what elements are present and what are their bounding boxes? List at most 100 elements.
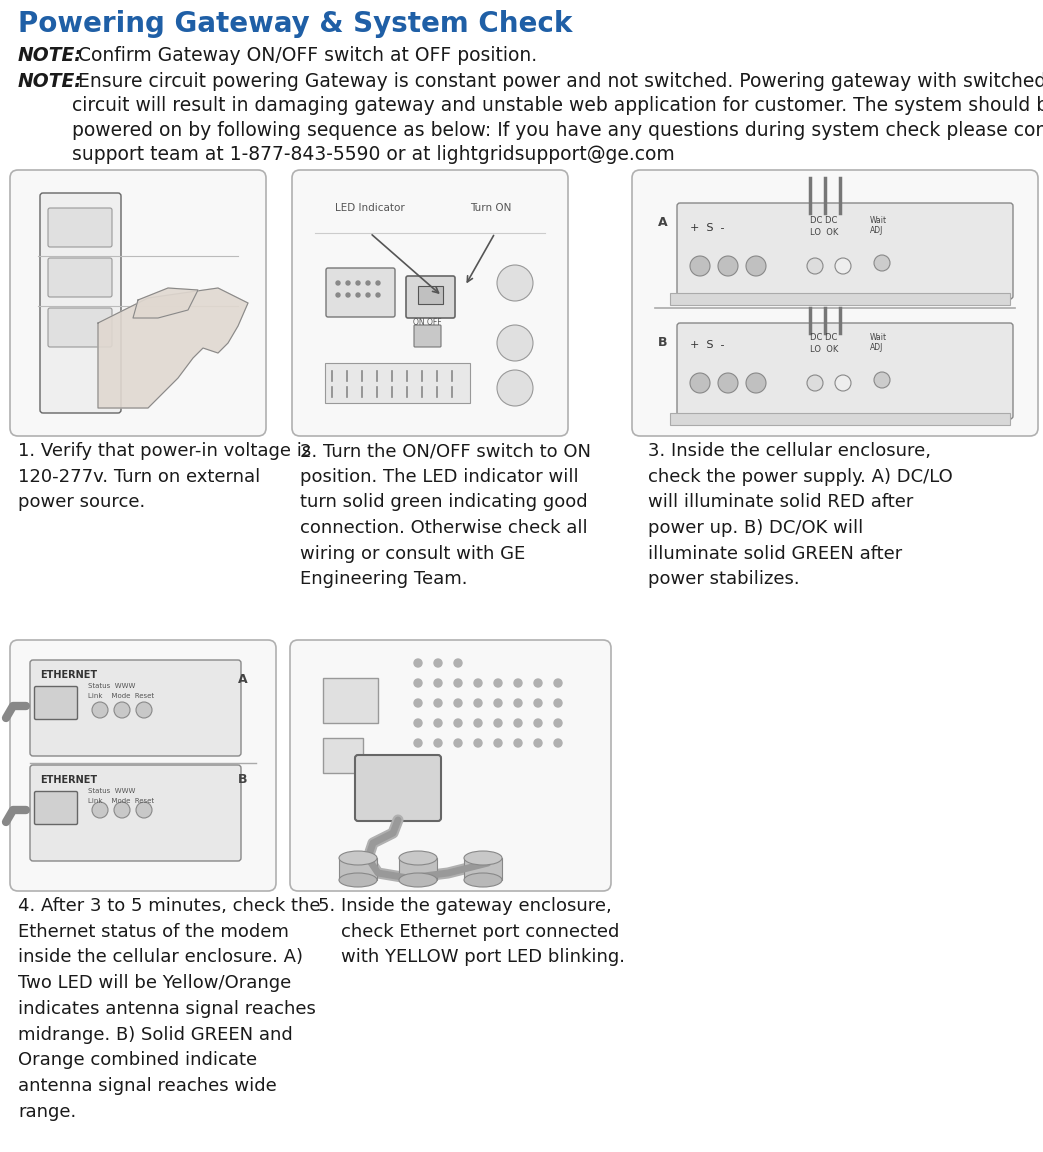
Circle shape xyxy=(494,699,502,707)
Circle shape xyxy=(874,255,890,271)
FancyBboxPatch shape xyxy=(48,258,112,297)
Circle shape xyxy=(746,373,766,393)
Bar xyxy=(323,679,378,723)
Text: Wait
ADJ: Wait ADJ xyxy=(870,217,888,235)
Circle shape xyxy=(690,373,710,393)
FancyBboxPatch shape xyxy=(48,308,112,347)
Circle shape xyxy=(807,258,823,274)
Circle shape xyxy=(454,659,462,667)
Circle shape xyxy=(336,281,340,285)
Circle shape xyxy=(807,376,823,391)
Text: 2. Turn the ON/OFF switch to ON
position. The LED indicator will
turn solid gree: 2. Turn the ON/OFF switch to ON position… xyxy=(300,442,591,589)
Circle shape xyxy=(434,699,442,707)
Bar xyxy=(670,293,1010,305)
Ellipse shape xyxy=(339,851,377,865)
Text: DC DC: DC DC xyxy=(810,333,838,342)
Circle shape xyxy=(414,679,422,687)
Circle shape xyxy=(498,370,533,406)
Circle shape xyxy=(336,293,340,297)
Circle shape xyxy=(534,719,542,727)
Text: B: B xyxy=(238,773,247,786)
FancyBboxPatch shape xyxy=(355,755,441,821)
Circle shape xyxy=(554,719,562,727)
Circle shape xyxy=(414,738,422,746)
Circle shape xyxy=(92,702,108,718)
Circle shape xyxy=(718,256,738,276)
Circle shape xyxy=(498,265,533,301)
Circle shape xyxy=(454,719,462,727)
Circle shape xyxy=(114,802,130,818)
Text: 5. Inside the gateway enclosure,
    check Ethernet port connected
    with YELL: 5. Inside the gateway enclosure, check E… xyxy=(318,897,625,967)
Circle shape xyxy=(474,679,482,687)
FancyBboxPatch shape xyxy=(10,170,266,435)
Circle shape xyxy=(346,281,350,285)
Circle shape xyxy=(494,719,502,727)
FancyBboxPatch shape xyxy=(40,194,121,414)
Circle shape xyxy=(454,679,462,687)
FancyBboxPatch shape xyxy=(677,323,1013,419)
Text: A: A xyxy=(238,673,247,685)
FancyBboxPatch shape xyxy=(292,170,568,435)
Text: LO  OK: LO OK xyxy=(810,228,839,237)
FancyBboxPatch shape xyxy=(290,641,611,890)
Circle shape xyxy=(554,738,562,746)
Circle shape xyxy=(434,659,442,667)
Text: LED Indicator: LED Indicator xyxy=(335,203,405,213)
Text: Link    Mode  Reset: Link Mode Reset xyxy=(88,694,154,699)
Circle shape xyxy=(746,256,766,276)
FancyBboxPatch shape xyxy=(30,660,241,756)
Ellipse shape xyxy=(399,851,437,865)
FancyBboxPatch shape xyxy=(10,641,276,890)
Text: A: A xyxy=(658,217,668,229)
Circle shape xyxy=(835,376,851,391)
Circle shape xyxy=(346,293,350,297)
Bar xyxy=(339,858,377,880)
FancyBboxPatch shape xyxy=(30,765,241,861)
Bar xyxy=(670,414,1010,425)
Circle shape xyxy=(474,719,482,727)
Circle shape xyxy=(434,719,442,727)
Bar xyxy=(399,858,437,880)
Text: 3. Inside the cellular enclosure,
check the power supply. A) DC/LO
will illumina: 3. Inside the cellular enclosure, check … xyxy=(648,442,952,589)
Circle shape xyxy=(718,373,738,393)
Text: DC DC: DC DC xyxy=(810,217,838,225)
Text: ETHERNET: ETHERNET xyxy=(40,775,97,785)
Circle shape xyxy=(454,699,462,707)
Ellipse shape xyxy=(464,851,502,865)
Text: +  S  -: + S - xyxy=(690,340,725,350)
Ellipse shape xyxy=(464,873,502,887)
Circle shape xyxy=(474,699,482,707)
Bar xyxy=(464,858,502,880)
Circle shape xyxy=(356,281,360,285)
Text: Ensure circuit powering Gateway is constant power and not switched. Powering gat: Ensure circuit powering Gateway is const… xyxy=(72,71,1043,164)
Text: Status  WWW: Status WWW xyxy=(88,788,136,794)
Circle shape xyxy=(514,699,522,707)
Circle shape xyxy=(835,258,851,274)
Circle shape xyxy=(514,719,522,727)
FancyBboxPatch shape xyxy=(48,209,112,247)
Circle shape xyxy=(434,738,442,746)
Text: Turn ON: Turn ON xyxy=(470,203,511,213)
Circle shape xyxy=(414,719,422,727)
Text: Link    Mode  Reset: Link Mode Reset xyxy=(88,798,154,804)
Polygon shape xyxy=(134,288,198,318)
FancyBboxPatch shape xyxy=(406,276,455,318)
Text: Wait
ADJ: Wait ADJ xyxy=(870,333,888,353)
Circle shape xyxy=(136,702,152,718)
Circle shape xyxy=(366,281,370,285)
Text: LO  OK: LO OK xyxy=(810,344,839,354)
Circle shape xyxy=(414,699,422,707)
Circle shape xyxy=(136,802,152,818)
FancyBboxPatch shape xyxy=(34,791,77,825)
Circle shape xyxy=(498,325,533,361)
Ellipse shape xyxy=(399,873,437,887)
Circle shape xyxy=(554,679,562,687)
Circle shape xyxy=(554,699,562,707)
Circle shape xyxy=(874,372,890,388)
Circle shape xyxy=(494,738,502,746)
Text: B: B xyxy=(658,336,668,349)
Circle shape xyxy=(375,281,380,285)
Text: Powering Gateway & System Check: Powering Gateway & System Check xyxy=(18,10,573,38)
Circle shape xyxy=(92,802,108,818)
Circle shape xyxy=(434,679,442,687)
